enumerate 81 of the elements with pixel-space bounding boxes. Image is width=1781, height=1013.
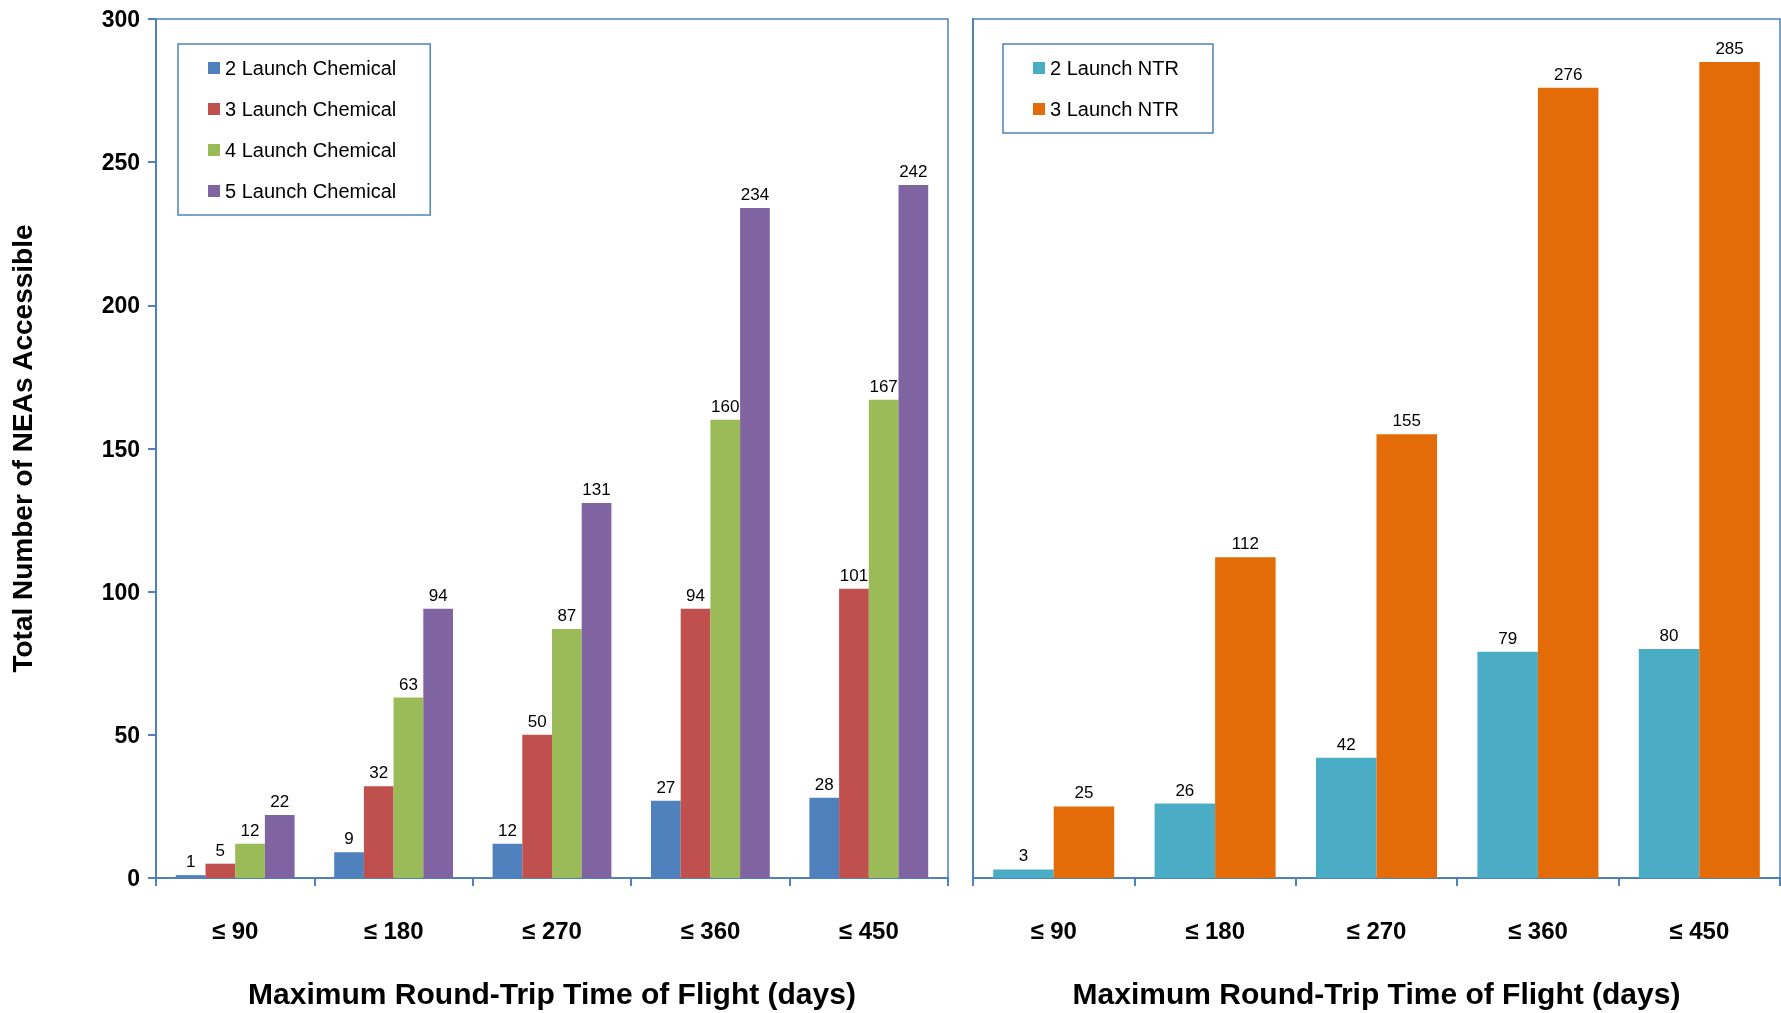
legend-label: 4 Launch Chemical [225,139,397,161]
legend-label: 2 Launch NTR [1050,57,1179,79]
bar [1638,648,1700,878]
bar [1477,651,1538,878]
x-tick-label: ≤ 90 [1030,916,1077,944]
bar [868,399,899,878]
x-tick-label: ≤ 360 [680,916,741,944]
data-label: 27 [656,777,676,797]
x-tick-label: ≤ 270 [1346,916,1407,944]
bar [1376,434,1438,878]
x-tick-label: ≤ 90 [211,916,259,944]
legend-label: 2 Launch Chemical [225,57,397,79]
x-tick-label: ≤ 450 [1669,916,1730,944]
bar [581,502,612,878]
data-label: 50 [527,711,547,731]
data-label: 94 [428,585,448,605]
bar [393,697,424,878]
data-label: 1 [185,852,196,872]
data-label: 5 [215,840,226,860]
x-tick-label: ≤ 180 [1185,916,1246,944]
data-label: 242 [899,162,928,182]
bar [363,786,394,878]
x-tick-label: ≤ 270 [522,916,582,944]
bar [205,863,236,878]
legend-label: 3 Launch Chemical [225,98,397,120]
data-label: 9 [344,829,354,849]
bar [1699,61,1760,878]
bar [235,843,265,878]
bar [1215,557,1276,878]
bar [1537,87,1599,878]
bar [423,608,453,878]
data-label: 12 [497,820,517,840]
data-label: 131 [582,479,611,499]
bar [522,734,552,878]
data-label: 12 [240,820,260,840]
bar [552,628,582,878]
x-axis-title: Maximum Round-Trip Time of Flight (days) [248,976,856,1010]
data-label: 3 [1018,846,1029,866]
y-axis-title: Total Number of NEAs Accessible [6,224,38,673]
bar [898,185,929,878]
data-label: 26 [1175,780,1195,800]
data-label: 63 [398,674,418,694]
y-tick-label: 100 [101,578,140,605]
data-label: 25 [1074,783,1094,803]
data-label: 276 [1553,64,1583,84]
y-tick-label: 200 [101,292,140,319]
bar [1315,757,1377,878]
x-axis-title: Maximum Round-Trip Time of Flight (days) [1072,976,1681,1010]
y-tick-label: 50 [114,721,140,748]
x-tick-label: ≤ 450 [838,916,899,944]
legend-label: 5 Launch Chemical [225,180,397,202]
bar [839,588,869,878]
data-label: 155 [1392,411,1421,431]
bar [680,608,711,878]
data-label: 285 [1715,38,1744,58]
bar [710,419,741,878]
data-label: 112 [1231,534,1259,554]
bar [740,207,770,878]
data-label: 80 [1659,625,1679,645]
bar [264,815,295,878]
x-tick-label: ≤ 360 [1507,916,1568,944]
data-label: 87 [557,605,577,625]
data-label: 28 [814,774,834,794]
y-tick-label: 150 [101,435,140,462]
bar [1154,803,1216,878]
bar [1053,806,1115,878]
data-label: 79 [1498,628,1518,648]
y-tick-label: 300 [101,6,140,32]
legend-label: 3 Launch NTR [1050,98,1179,120]
data-label: 94 [686,585,706,605]
y-tick-label: 250 [101,149,140,176]
data-label: 160 [711,396,740,416]
bar [993,869,1054,878]
data-label: 32 [369,763,389,783]
data-label: 167 [869,376,898,396]
data-label: 234 [740,184,770,204]
data-label: 42 [1336,734,1356,754]
x-tick-label: ≤ 180 [363,916,424,944]
data-label: 101 [839,565,869,585]
y-tick-label: 0 [127,865,140,891]
data-label: 22 [270,792,290,812]
